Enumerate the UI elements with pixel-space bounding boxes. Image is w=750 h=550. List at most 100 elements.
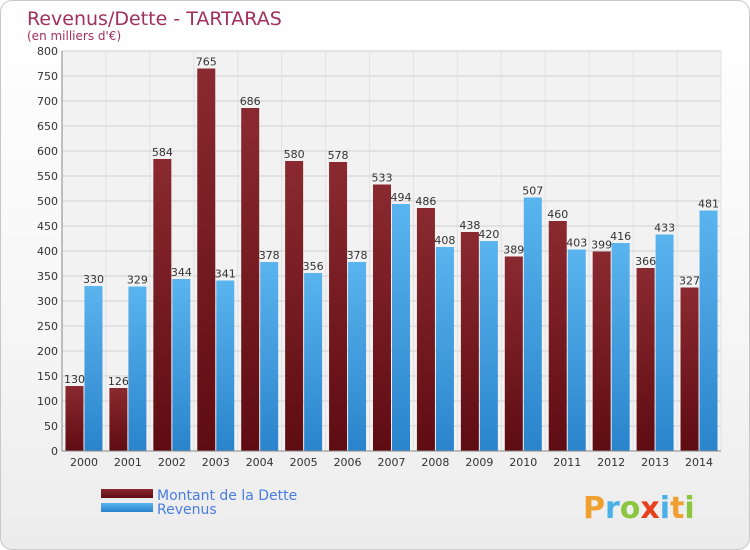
data-label: 126: [108, 375, 129, 388]
revenue-bar: [260, 262, 279, 451]
y-tick-label: 0: [51, 445, 58, 458]
x-tick-label: 2002: [158, 456, 186, 469]
debt-bar: [329, 162, 348, 451]
y-tick-label: 250: [37, 320, 58, 333]
revenue-bar: [479, 241, 498, 451]
data-label: 329: [127, 274, 148, 287]
data-label: 433: [654, 222, 675, 235]
logo-letter: r: [605, 491, 620, 526]
y-tick-label: 600: [37, 145, 58, 158]
data-label: 366: [635, 255, 656, 268]
data-label: 408: [434, 234, 455, 247]
legend-swatch-debt: [101, 489, 153, 498]
data-label: 389: [503, 244, 524, 257]
debt-bar: [592, 251, 611, 451]
y-tick-label: 650: [37, 120, 58, 133]
y-tick-label: 400: [37, 245, 58, 258]
y-tick-label: 150: [37, 370, 58, 383]
x-tick-label: 2008: [421, 456, 449, 469]
data-label: 399: [591, 239, 612, 252]
logo-letter: o: [620, 491, 641, 526]
logo-letter: P: [583, 491, 605, 526]
chart-subtitle: (en milliers d'€): [27, 29, 121, 43]
data-label: 486: [415, 195, 436, 208]
revenue-bar: [655, 234, 674, 451]
data-label: 438: [459, 219, 480, 232]
revenue-bar: [699, 210, 718, 451]
logo-letter: x: [640, 491, 659, 526]
x-tick-label: 2010: [509, 456, 537, 469]
revenue-bar: [172, 279, 191, 451]
x-tick-label: 2005: [290, 456, 318, 469]
legend-label-debt: Montant de la Dette: [157, 488, 297, 504]
x-tick-label: 2003: [202, 456, 230, 469]
debt-bar: [636, 268, 655, 451]
x-tick-label: 2006: [334, 456, 362, 469]
revenue-bar: [567, 249, 586, 451]
data-label: 344: [171, 266, 192, 279]
y-tick-label: 550: [37, 170, 58, 183]
revenue-bar: [611, 243, 630, 451]
revenue-bar: [304, 273, 323, 451]
revenue-bar: [128, 286, 147, 451]
x-tick-label: 2012: [597, 456, 625, 469]
debt-bar: [416, 208, 435, 451]
logo-letter: i: [684, 491, 694, 526]
data-label: 378: [347, 249, 368, 262]
logo-text: Proxiti: [583, 491, 695, 526]
debt-bar: [197, 68, 216, 451]
x-tick-label: 2011: [553, 456, 581, 469]
y-tick-label: 300: [37, 295, 58, 308]
y-tick-label: 750: [37, 70, 58, 83]
debt-bar: [548, 221, 567, 451]
legend-label-revenue: Revenus: [157, 502, 217, 518]
revenue-bar: [523, 197, 542, 451]
data-label: 378: [259, 249, 280, 262]
x-tick-label: 2007: [378, 456, 406, 469]
x-tick-label: 2014: [685, 456, 713, 469]
data-label: 130: [64, 373, 85, 386]
data-label: 481: [698, 198, 719, 211]
y-tick-label: 800: [37, 45, 58, 58]
chart-title: Revenus/Dette - TARTARAS: [27, 8, 282, 30]
revenue-bar: [84, 286, 103, 451]
debt-bar: [285, 161, 304, 451]
debt-bar: [65, 386, 84, 451]
data-label: 460: [547, 208, 568, 221]
x-tick-label: 2013: [641, 456, 669, 469]
data-label: 494: [391, 191, 412, 204]
debt-bar: [460, 232, 479, 451]
data-label: 416: [610, 230, 631, 243]
proxiti-logo: Proxiti: [583, 491, 695, 526]
x-tick-label: 2009: [465, 456, 493, 469]
debt-bar: [373, 184, 391, 451]
logo-letter: i: [660, 491, 670, 526]
data-label: 330: [83, 273, 104, 286]
debt-bar: [241, 108, 260, 451]
revenue-bar: [435, 247, 454, 451]
data-label: 580: [284, 148, 305, 161]
x-tick-label: 2004: [246, 456, 274, 469]
y-tick-label: 450: [37, 220, 58, 233]
legend-swatch-revenue: [101, 503, 153, 512]
x-tick-label: 2001: [114, 456, 142, 469]
y-tick-label: 350: [37, 270, 58, 283]
y-tick-label: 50: [44, 420, 58, 433]
x-tick-label: 2000: [70, 456, 98, 469]
plot-area: 0 50 100 150 200 250 300 350 400 450 500 550 600 650 7…: [37, 45, 722, 469]
y-tick-label: 500: [37, 195, 58, 208]
data-label: 356: [303, 260, 324, 273]
data-label: 578: [328, 149, 349, 162]
y-tick-label: 700: [37, 95, 58, 108]
data-label: 584: [152, 146, 173, 159]
data-label: 507: [522, 185, 543, 198]
data-label: 420: [478, 228, 499, 241]
data-label: 327: [679, 275, 700, 288]
data-label: 533: [372, 172, 393, 185]
data-label: 686: [240, 95, 261, 108]
logo-letter: t: [670, 491, 684, 526]
y-tick-label: 200: [37, 345, 58, 358]
